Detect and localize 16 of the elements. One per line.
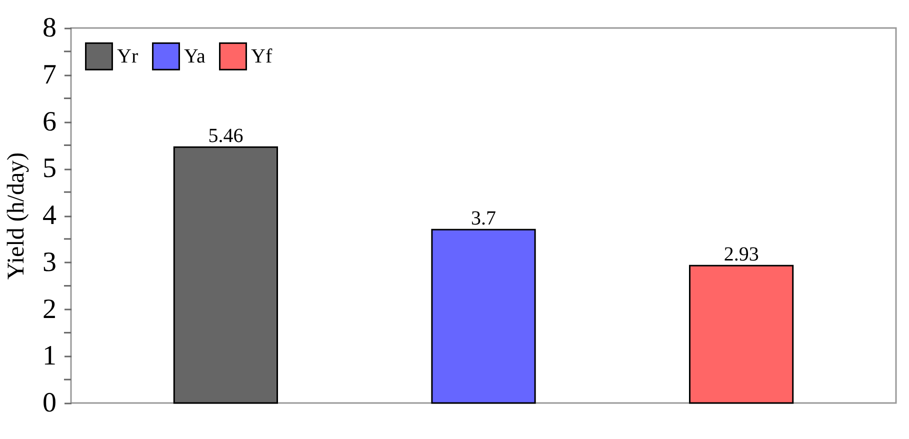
y-tick-label: 8	[42, 12, 56, 44]
y-tick-label: 0	[42, 388, 56, 418]
y-tick-label: 6	[42, 106, 56, 138]
legend-label: Yr	[117, 45, 138, 68]
y-tick-label: 3	[42, 246, 56, 278]
data-label: 2.93	[724, 244, 759, 266]
data-label: 5.46	[208, 125, 244, 148]
y-tick-label: 2	[42, 294, 56, 325]
y-tick-label: 1	[42, 340, 56, 372]
y-tick-label: 4	[42, 200, 56, 231]
legend-label: Ya	[184, 45, 206, 68]
legend-label: Yf	[251, 45, 272, 68]
data-label: 3.7	[471, 208, 496, 230]
y-tick-label: 5	[42, 153, 56, 184]
y-tick-label: 7	[42, 59, 56, 90]
y-axis-title: Yield (h/day)	[4, 152, 30, 280]
